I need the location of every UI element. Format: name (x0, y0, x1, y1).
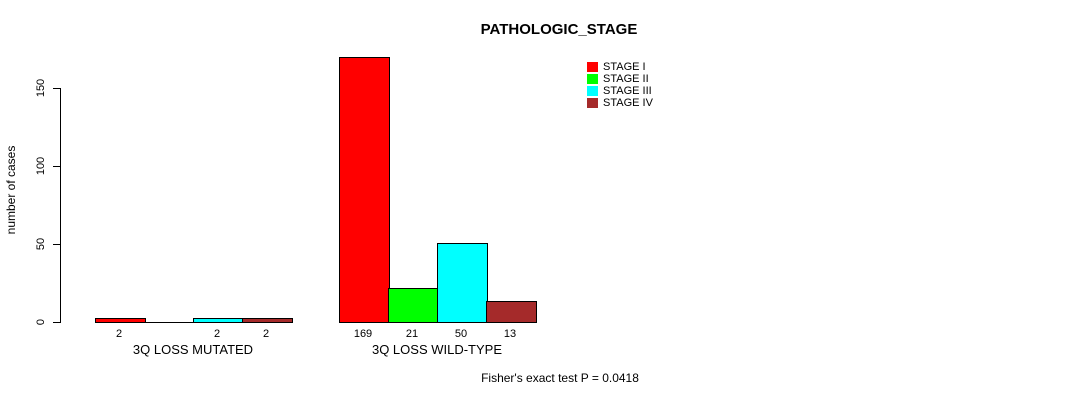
legend-label: STAGE IV (603, 97, 653, 109)
bar-stage-ii (388, 288, 439, 323)
legend-swatch (587, 62, 598, 72)
footer-annotation: Fisher's exact test P = 0.0418 (481, 371, 639, 385)
legend-item: STAGE IV (587, 97, 653, 109)
legend-item: STAGE III (587, 85, 653, 97)
bar-value-label: 13 (503, 328, 517, 340)
bar-stage-i (339, 57, 390, 323)
y-tick (53, 88, 60, 89)
y-tick-label: 50 (35, 237, 47, 251)
y-tick-label: 100 (35, 156, 47, 176)
legend-label: STAGE II (603, 73, 649, 85)
y-tick-label: 0 (35, 318, 47, 326)
bar-value-label: 2 (262, 328, 270, 340)
y-tick (53, 166, 60, 167)
legend-item: STAGE II (587, 73, 653, 85)
chart-title: PATHOLOGIC_STAGE (480, 21, 638, 38)
bar-value-label: 2 (115, 328, 123, 340)
bar-value-label: 21 (405, 328, 419, 340)
legend: STAGE I STAGE II STAGE III STAGE IV (587, 61, 653, 109)
legend-item: STAGE I (587, 61, 653, 73)
bar-stage-iv (486, 301, 537, 323)
bar-value-label: 169 (353, 328, 373, 340)
bar-value-label: 50 (454, 328, 468, 340)
y-tick (53, 322, 60, 323)
bar-stage-i (95, 318, 146, 323)
bar-stage-iv (242, 318, 293, 323)
y-axis-line (60, 88, 61, 323)
legend-swatch (587, 74, 598, 84)
bar-stage-iii (193, 318, 244, 323)
bar-value-label: 2 (213, 328, 221, 340)
group-label: 3Q LOSS WILD-TYPE (371, 342, 503, 357)
bar-stage-iii (437, 243, 488, 323)
legend-swatch (587, 98, 598, 108)
legend-label: STAGE I (603, 61, 646, 73)
y-tick-label: 150 (35, 78, 47, 98)
y-axis-label: number of cases (4, 145, 18, 235)
y-tick (53, 244, 60, 245)
group-label: 3Q LOSS MUTATED (132, 342, 254, 357)
legend-swatch (587, 86, 598, 96)
legend-label: STAGE III (603, 85, 652, 97)
